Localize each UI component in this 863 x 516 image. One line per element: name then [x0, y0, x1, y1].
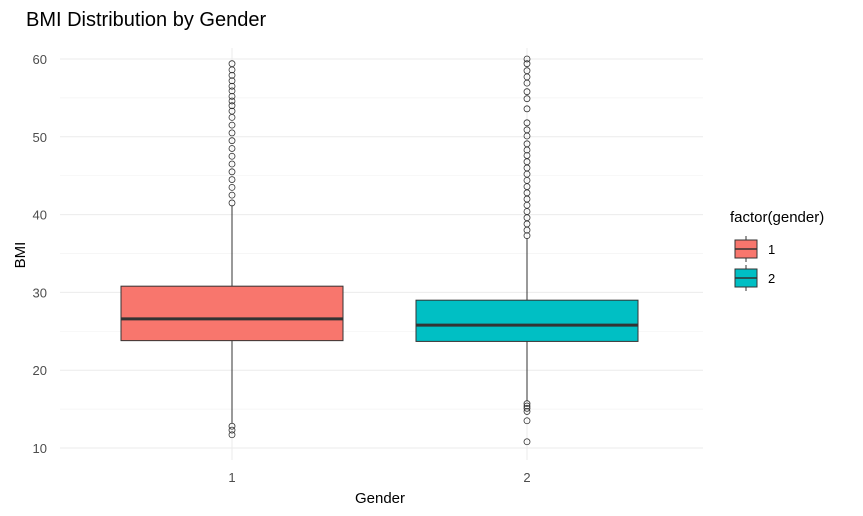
outlier-point	[228, 71, 236, 79]
outlier-point	[228, 191, 236, 199]
outlier-point	[523, 67, 531, 75]
x-tick-label: 1	[228, 470, 235, 485]
outlier-point	[523, 438, 531, 446]
box-iqr	[415, 299, 639, 342]
outlier-point	[228, 168, 236, 176]
outlier-point	[228, 87, 236, 95]
y-tick-label: 10	[33, 441, 47, 456]
outlier-point	[228, 176, 236, 183]
outlier-point	[523, 119, 531, 127]
legend: 12	[734, 236, 775, 291]
outlier-point	[228, 160, 236, 168]
outlier-point	[228, 137, 236, 145]
outlier-point	[228, 129, 236, 137]
outlier-point	[523, 126, 531, 134]
outlier-point	[523, 105, 531, 113]
box-group-2	[415, 55, 639, 446]
outlier-point	[228, 82, 236, 90]
y-tick-label: 40	[33, 208, 47, 223]
outlier-point	[523, 88, 531, 96]
outlier-point	[228, 92, 236, 100]
outlier-point	[228, 426, 236, 434]
outlier-point	[523, 60, 531, 68]
outlier-point	[228, 60, 236, 68]
outlier-point	[523, 55, 531, 63]
y-tick-label: 20	[33, 363, 47, 378]
y-tick-labels: 10 20 30 40 50 60	[33, 52, 47, 456]
legend-label: 1	[768, 242, 775, 257]
y-tick-label: 30	[33, 285, 47, 300]
outlier-point	[228, 145, 236, 152]
outlier-point	[228, 199, 236, 207]
x-tick-label: 2	[523, 470, 530, 485]
y-tick-label: 60	[33, 52, 47, 67]
outlier-point	[523, 408, 531, 415]
y-axis-title: BMI	[12, 242, 29, 269]
grid-lines	[60, 48, 703, 460]
outlier-point	[523, 402, 531, 410]
outlier-point	[228, 422, 236, 430]
boxes	[120, 55, 639, 446]
outlier-point	[228, 77, 236, 85]
outlier-point	[228, 431, 236, 439]
outlier-point	[523, 95, 531, 103]
box-group-1	[120, 60, 344, 439]
outlier-point	[523, 140, 531, 148]
outlier-point	[228, 97, 236, 105]
box-iqr	[120, 285, 344, 342]
chart-title: BMI Distribution by Gender	[26, 9, 266, 31]
outlier-point	[228, 183, 236, 191]
legend-key-2	[734, 265, 758, 291]
outlier-point	[523, 417, 531, 425]
y-tick-label: 50	[33, 130, 47, 145]
outlier-point	[523, 404, 531, 412]
outlier-point	[523, 152, 531, 159]
outlier-point	[228, 102, 236, 110]
x-axis-title: Gender	[355, 490, 405, 507]
legend-title: factor(gender)	[730, 209, 824, 226]
outlier-point	[523, 232, 531, 240]
outlier-point	[228, 121, 236, 129]
outlier-point	[523, 400, 531, 408]
legend-key-1	[734, 236, 758, 262]
outlier-point	[228, 107, 236, 115]
outlier-point	[228, 152, 236, 160]
legend-label: 2	[768, 271, 775, 286]
